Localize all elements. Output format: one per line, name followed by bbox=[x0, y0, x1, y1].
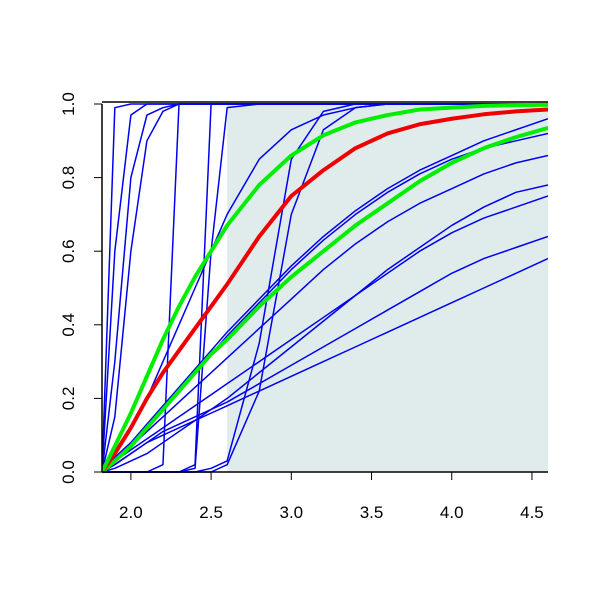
x-tick-label: 3.5 bbox=[360, 503, 384, 522]
x-tick-label: 2.0 bbox=[119, 503, 143, 522]
y-tick-label: 0.4 bbox=[59, 313, 78, 337]
curve bbox=[102, 118, 548, 473]
y-tick-label: 0.6 bbox=[59, 239, 78, 263]
curve bbox=[102, 102, 548, 473]
x-tick-label: 4.5 bbox=[520, 503, 544, 522]
curve bbox=[102, 195, 548, 473]
curve bbox=[102, 184, 548, 473]
y-tick-label: 0.2 bbox=[59, 387, 78, 411]
shaded-region bbox=[227, 104, 548, 472]
curve bbox=[102, 107, 548, 474]
y-tick-label: 0.8 bbox=[59, 166, 78, 190]
x-tick-label: 2.5 bbox=[199, 503, 223, 522]
curve bbox=[102, 125, 548, 474]
curve bbox=[102, 235, 548, 473]
x-tick-label: 3.0 bbox=[279, 503, 303, 522]
y-tick-label: 1.0 bbox=[59, 92, 78, 116]
x-tick-label: 4.0 bbox=[440, 503, 464, 522]
curve bbox=[102, 154, 548, 473]
y-tick-label: 0.0 bbox=[59, 460, 78, 484]
